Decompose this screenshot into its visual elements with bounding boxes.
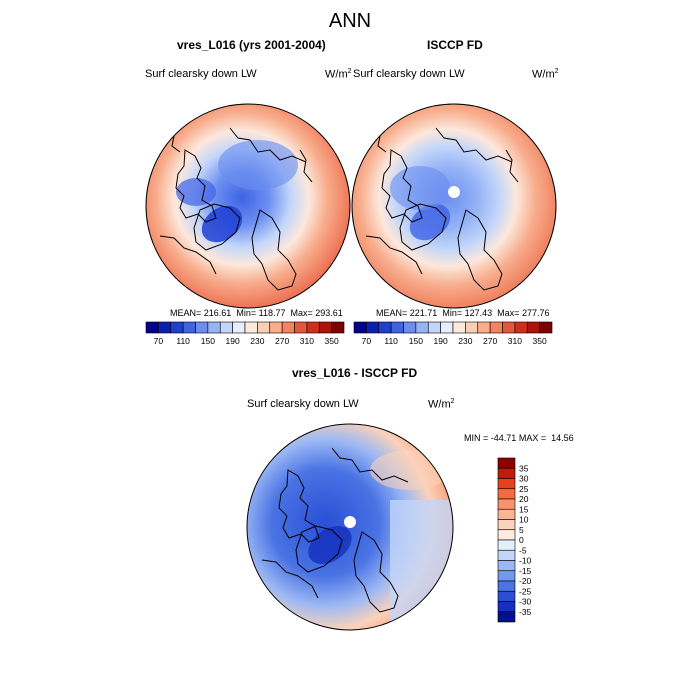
colorbar-swatch [366,321,380,334]
colorbar-tick-label: -35 [519,607,532,617]
colorbar-swatch [378,321,392,334]
colorbar-swatch [306,321,320,334]
panel2-variable-label: Surf clearsky down LW [353,68,465,80]
colorbar-swatch [232,321,246,334]
diff-variable-label: Surf clearsky down LW [247,398,359,410]
panel2-title: ISCCP FD [427,38,483,52]
colorbar-tick-label: 310 [508,336,522,346]
colorbar-swatch [244,321,258,334]
colorbar-swatch [497,519,516,531]
colorbar-swatch [497,478,516,490]
colorbar-tick-label: 110 [384,336,398,346]
colorbar-swatch [497,590,516,602]
colorbar-tick-label: 150 [409,336,423,346]
colorbar-swatch [497,560,516,572]
colorbar-swatch [452,321,466,334]
diff-units: W/m2 [428,398,455,411]
colorbar-swatch [294,321,308,334]
colorbar-tick-label: 70 [362,336,372,346]
colorbar-swatch [331,321,345,334]
colorbar-tick-label: 30 [519,474,529,484]
colorbar-swatch [497,549,516,561]
colorbar-tick-label: 5 [519,525,524,535]
colorbar-panel2: 70 110 150 190 230 270 310 350 [353,321,553,346]
colorbar-tick-label: 150 [201,336,215,346]
colorbar-swatch [497,601,516,613]
colorbar-tick-label: 310 [300,336,314,346]
colorbar-swatch [195,321,209,334]
colorbar-swatch [497,570,516,582]
colorbar-tick-label: 230 [250,336,264,346]
colorbar-swatch [477,321,491,334]
colorbar-swatch [539,321,553,334]
colorbar-swatch [497,529,516,541]
colorbar-swatch [497,580,516,592]
panel1-stats: MEAN= 216.61 Min= 118.77 Max= 293.61 [170,308,343,318]
colorbar-tick-label: 70 [154,336,164,346]
colorbar-swatch [158,321,172,334]
colorbar-swatch [427,321,441,334]
colorbar-swatch [257,321,271,334]
colorbar-swatch [497,498,516,510]
colorbar-tick-label: 20 [519,494,529,504]
colorbar-tick-label: -10 [519,556,532,566]
colorbar-tick-label: 15 [519,504,529,514]
colorbar-swatch [440,321,454,334]
colorbar-tick-label: 270 [483,336,497,346]
colorbar-swatch [219,321,233,334]
colorbar-swatch [415,321,429,334]
colorbar-tick-label: 190 [226,336,240,346]
colorbar-swatch [207,321,221,334]
colorbar-swatch [514,321,528,334]
colorbar-swatch [497,611,516,623]
colorbar-tick-label: 270 [275,336,289,346]
panel1-title: vres_L016 (yrs 2001-2004) [177,38,326,52]
colorbar-swatch [497,508,516,520]
diff-title: vres_L016 - ISCCP FD [292,366,418,380]
colorbar-tick-label: -25 [519,586,532,596]
diff-minmax: MIN = -44.71 MAX = 14.56 [464,433,574,443]
colorbar-tick-label: -20 [519,576,532,586]
colorbar-tick-label: 35 [519,463,529,473]
colorbar-tick-label: -5 [519,545,527,555]
map-difference [246,423,454,631]
map-panel1 [145,103,351,309]
colorbar-swatch [497,457,516,469]
map-panel2 [351,103,557,309]
colorbar-panel1: 70 110 150 190 230 270 310 350 [145,321,345,346]
colorbar-swatch [497,488,516,500]
colorbar-swatch [318,321,332,334]
colorbar-tick-label: 10 [519,515,529,525]
panel1-units: W/m2 [325,68,352,81]
colorbar-swatch [465,321,479,334]
page-title: ANN [328,10,372,32]
colorbar-tick-label: 190 [434,336,448,346]
colorbar-swatch [269,321,283,334]
colorbar-tick-label: 25 [519,484,529,494]
colorbar-swatch [497,539,516,551]
colorbar-swatch [526,321,540,334]
colorbar-swatch [170,321,184,334]
colorbar-tick-label: -30 [519,597,532,607]
panel2-stats: MEAN= 221.71 Min= 127.43 Max= 277.76 [376,308,550,318]
colorbar-tick-label: 350 [325,336,339,346]
colorbar-swatch [353,321,367,334]
colorbar-tick-label: 110 [176,336,190,346]
colorbar-swatch [145,321,159,334]
colorbar-tick-label: 230 [458,336,472,346]
colorbar-tick-label: -15 [519,566,532,576]
colorbar-swatch [281,321,295,334]
colorbar-swatch [403,321,417,334]
colorbar-tick-label: 0 [519,535,524,545]
colorbar-swatch [182,321,196,334]
colorbar-swatch [390,321,404,334]
panel1-variable-label: Surf clearsky down LW [145,68,257,80]
colorbar-swatch [489,321,503,334]
colorbar-swatch [502,321,516,334]
colorbar-swatch [497,467,516,479]
colorbar-tick-label: 350 [533,336,547,346]
panel2-units: W/m2 [532,68,559,81]
